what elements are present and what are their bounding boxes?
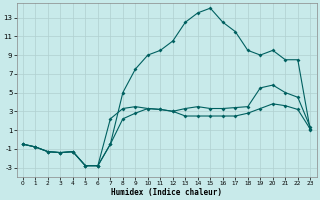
- X-axis label: Humidex (Indice chaleur): Humidex (Indice chaleur): [111, 188, 222, 197]
